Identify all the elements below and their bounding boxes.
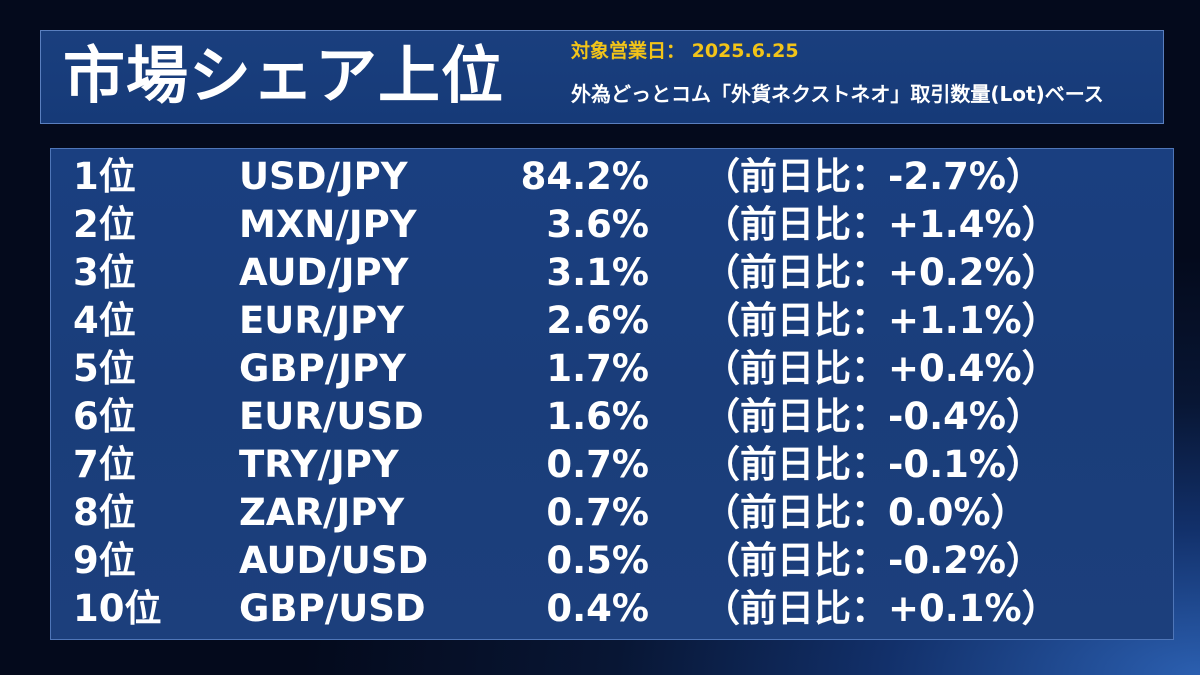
day-change-cell: （前日比：-0.4%） xyxy=(703,395,1043,438)
business-date-label: 対象営業日： 2025.6.25 xyxy=(571,40,799,62)
day-change-cell: （前日比：+0.2%） xyxy=(703,251,1059,294)
market-share-cell: 0.7% xyxy=(546,491,649,534)
rank-cell: 9位 xyxy=(73,539,136,582)
rank-cell: 2位 xyxy=(73,203,136,246)
currency-pair-cell: ZAR/JPY xyxy=(239,491,405,534)
ranking-table: 1位 USD/JPY 84.2% （前日比：-2.7%） 2位 MXN/JPY … xyxy=(50,148,1174,640)
currency-pair-cell: MXN/JPY xyxy=(239,203,417,246)
rank-cell: 4位 xyxy=(73,299,136,342)
day-change-cell: （前日比：+0.1%） xyxy=(703,587,1059,630)
rank-cell: 8位 xyxy=(73,491,136,534)
rank-cell: 3位 xyxy=(73,251,136,294)
currency-pair-cell: AUD/USD xyxy=(239,539,429,582)
day-change-cell: （前日比：+1.4%） xyxy=(703,203,1059,246)
market-share-cell: 3.1% xyxy=(546,251,649,294)
day-change-cell: （前日比：+0.4%） xyxy=(703,347,1059,390)
table-row: 10位 GBP/USD 0.4% （前日比：+0.1%） xyxy=(51,585,1175,633)
market-share-cell: 3.6% xyxy=(546,203,649,246)
table-row: 2位 MXN/JPY 3.6% （前日比：+1.4%） xyxy=(51,201,1175,249)
market-share-cell: 0.7% xyxy=(546,443,649,486)
page-title: 市場シェア上位 xyxy=(63,39,505,112)
currency-pair-cell: GBP/USD xyxy=(239,587,426,630)
currency-pair-cell: AUD/JPY xyxy=(239,251,409,294)
data-basis-label: 外為どっとコム「外貨ネクストネオ」取引数量(Lot)ベース xyxy=(571,82,1104,106)
day-change-cell: （前日比：-2.7%） xyxy=(703,155,1043,198)
table-row: 3位 AUD/JPY 3.1% （前日比：+0.2%） xyxy=(51,249,1175,297)
table-row: 4位 EUR/JPY 2.6% （前日比：+1.1%） xyxy=(51,297,1175,345)
header-banner: 市場シェア上位 対象営業日： 2025.6.25 外為どっとコム「外貨ネクストネ… xyxy=(40,30,1164,124)
currency-pair-cell: GBP/JPY xyxy=(239,347,406,390)
table-row: 6位 EUR/USD 1.6% （前日比：-0.4%） xyxy=(51,393,1175,441)
table-row: 1位 USD/JPY 84.2% （前日比：-2.7%） xyxy=(51,153,1175,201)
day-change-cell: （前日比：-0.2%） xyxy=(703,539,1043,582)
currency-pair-cell: USD/JPY xyxy=(239,155,408,198)
currency-pair-cell: EUR/JPY xyxy=(239,299,405,342)
rank-cell: 1位 xyxy=(73,155,136,198)
market-share-cell: 0.5% xyxy=(546,539,649,582)
table-row: 9位 AUD/USD 0.5% （前日比：-0.2%） xyxy=(51,537,1175,585)
rank-cell: 5位 xyxy=(73,347,136,390)
market-share-cell: 84.2% xyxy=(520,155,649,198)
currency-pair-cell: EUR/USD xyxy=(239,395,424,438)
rank-cell: 6位 xyxy=(73,395,136,438)
market-share-cell: 2.6% xyxy=(546,299,649,342)
market-share-cell: 0.4% xyxy=(546,587,649,630)
market-share-cell: 1.6% xyxy=(546,395,649,438)
market-share-cell: 1.7% xyxy=(546,347,649,390)
currency-pair-cell: TRY/JPY xyxy=(239,443,399,486)
rank-cell: 7位 xyxy=(73,443,136,486)
rank-cell: 10位 xyxy=(73,587,162,630)
day-change-cell: （前日比：-0.1%） xyxy=(703,443,1043,486)
day-change-cell: （前日比：0.0%） xyxy=(703,491,1028,534)
day-change-cell: （前日比：+1.1%） xyxy=(703,299,1059,342)
table-row: 5位 GBP/JPY 1.7% （前日比：+0.4%） xyxy=(51,345,1175,393)
table-row: 8位 ZAR/JPY 0.7% （前日比：0.0%） xyxy=(51,489,1175,537)
table-row: 7位 TRY/JPY 0.7% （前日比：-0.1%） xyxy=(51,441,1175,489)
